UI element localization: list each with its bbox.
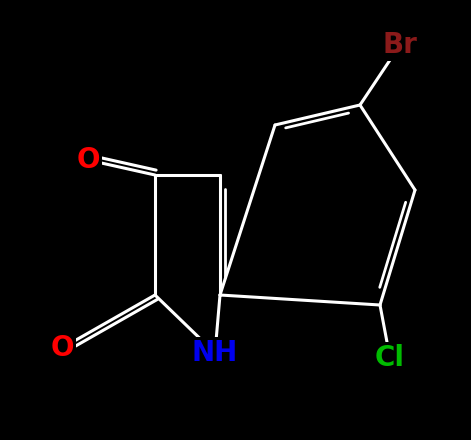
Text: Br: Br [382,31,417,59]
Text: O: O [76,146,100,174]
Text: Cl: Cl [375,344,405,372]
Text: NH: NH [192,339,238,367]
Text: O: O [50,334,74,362]
